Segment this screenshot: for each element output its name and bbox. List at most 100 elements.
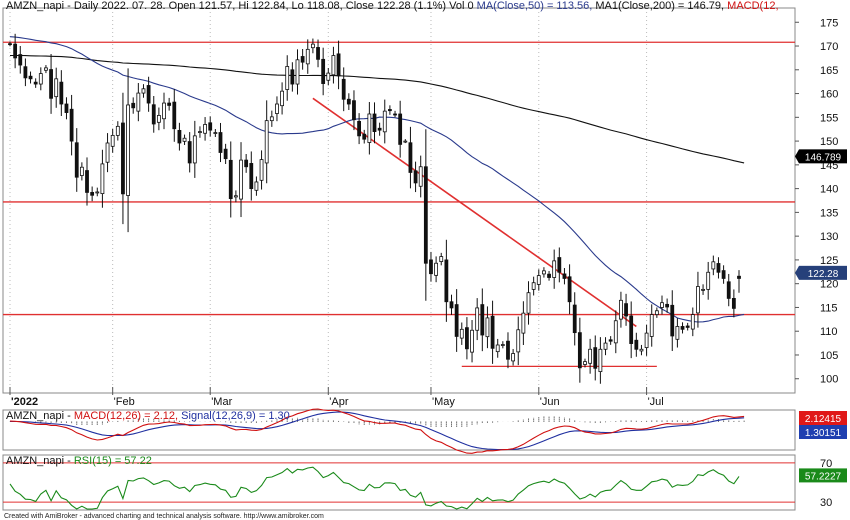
candle-body <box>423 166 428 264</box>
candle-body <box>521 312 526 334</box>
candle-body <box>177 129 182 144</box>
y-tick-label: 135 <box>820 207 838 219</box>
candle-body <box>639 348 644 352</box>
candle-body <box>321 58 326 84</box>
candle-body <box>341 78 346 100</box>
candle-body <box>280 90 284 107</box>
candle-body <box>649 314 654 337</box>
main-header: AMZN_napi - Daily 2022. 07. 28. Open 121… <box>6 0 779 12</box>
y-tick-label: 155 <box>820 112 838 124</box>
header-macd: MACD(12, <box>727 0 778 12</box>
candle-body <box>346 98 351 105</box>
candle-body <box>85 170 89 193</box>
candle-body <box>619 299 623 320</box>
candle-body <box>562 273 567 279</box>
signal-value-tag-box <box>799 425 847 439</box>
candle-body <box>577 332 582 369</box>
candle-body <box>146 85 151 104</box>
macd-header-prefix: AMZN_napi - <box>6 410 74 422</box>
candle-body <box>326 72 331 81</box>
candle-body <box>49 69 53 99</box>
candle-body <box>54 78 59 98</box>
price-tag-pointer <box>795 149 799 164</box>
x-tick-label: 'Mar <box>211 396 232 408</box>
candle-body <box>110 134 115 147</box>
candle-body <box>13 43 18 59</box>
x-tick-label: 'Jul <box>648 396 664 408</box>
x-tick-label: 'May <box>432 396 455 408</box>
candle-body <box>382 110 387 133</box>
signal-value-tag-label: 1.30151 <box>805 428 842 439</box>
candle-body <box>357 120 361 137</box>
y-tick-label: 115 <box>820 302 838 314</box>
candle-body <box>731 298 736 309</box>
candle-body <box>470 329 474 353</box>
candle-body <box>598 348 603 373</box>
candle-body <box>213 132 218 134</box>
y-tick-label: 125 <box>820 255 838 267</box>
rsi-tick-label: 70 <box>820 458 832 470</box>
candle-body <box>300 56 305 63</box>
price-tag-pointer <box>795 265 799 280</box>
candle-body <box>208 122 213 131</box>
candle-body <box>716 263 721 273</box>
candle-body <box>480 304 485 336</box>
macd-panel-frame <box>2 409 796 451</box>
candle-body <box>90 192 95 196</box>
candle-body <box>151 104 156 125</box>
price-tag-label: 122.28 <box>808 269 839 280</box>
candle-body <box>64 103 69 113</box>
candle-body <box>495 344 500 353</box>
x-tick-label: '2022 <box>11 396 38 408</box>
candle-body <box>331 55 336 76</box>
y-tick-label: 175 <box>820 17 838 29</box>
candle-body <box>516 329 521 353</box>
candle-body <box>629 315 634 344</box>
candle-body <box>367 113 372 143</box>
candle-body <box>69 108 74 142</box>
candle-body <box>413 170 418 184</box>
candle-body <box>588 348 593 364</box>
candle-body <box>275 103 279 114</box>
rsi-tick-label: 30 <box>820 497 832 509</box>
candle-body <box>264 120 269 164</box>
candle-body <box>531 282 536 290</box>
candle-body <box>644 332 649 349</box>
candle-body <box>156 115 161 123</box>
candle-body <box>295 59 300 85</box>
candle-body <box>737 275 741 279</box>
candle-body <box>44 67 48 71</box>
candle-body <box>429 259 433 275</box>
candle-body <box>603 342 608 350</box>
rsi-header: AMZN_napi - RSI(15) = 57.22 <box>6 455 152 467</box>
candle-body <box>613 320 618 344</box>
trend-line <box>312 97 637 328</box>
candle-body <box>670 304 675 337</box>
candle-body <box>608 339 613 342</box>
candle-body <box>239 159 243 200</box>
candle-body <box>372 113 377 132</box>
candle-body <box>418 166 423 187</box>
ma50-line <box>9 36 745 323</box>
candle-body <box>28 75 33 80</box>
candle-body <box>228 159 233 199</box>
candle-body <box>393 113 397 116</box>
candle-body <box>131 102 136 109</box>
candle-body <box>654 310 659 315</box>
header-ma200: MA1(Close,200) = 146.79, <box>595 0 727 12</box>
price-tag-box <box>799 149 847 164</box>
macd-header-signal: Signal(12,26,9) = 1.30 <box>181 410 290 422</box>
candle-body <box>439 256 444 262</box>
candle-body <box>79 166 84 176</box>
candle-body <box>500 344 505 346</box>
rsi-value-tag-box <box>799 468 847 483</box>
candle-body <box>701 288 705 291</box>
macd-value-tag-box <box>799 411 847 425</box>
candle-body <box>38 73 43 85</box>
candle-body <box>249 163 254 190</box>
candle-body <box>290 69 295 85</box>
candle-body <box>485 317 490 338</box>
candle-body <box>567 276 572 303</box>
candle-body <box>680 326 685 330</box>
x-tick-label: 'Apr <box>329 396 349 408</box>
